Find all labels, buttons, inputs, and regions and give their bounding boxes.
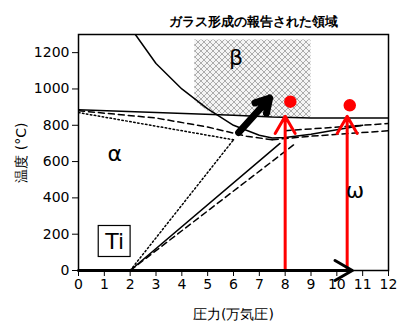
svg-text:β: β [229, 45, 243, 70]
svg-text:6: 6 [229, 276, 238, 292]
svg-text:9: 9 [307, 276, 316, 292]
svg-text:10: 10 [327, 276, 346, 293]
svg-text:800: 800 [43, 117, 70, 133]
svg-text:1200: 1200 [34, 44, 70, 60]
svg-text:3: 3 [152, 276, 161, 292]
svg-text:温度 (°C): 温度 (°C) [13, 122, 29, 182]
svg-text:ω: ω [346, 178, 364, 203]
svg-text:8: 8 [281, 276, 290, 292]
svg-text:1: 1 [100, 276, 109, 292]
svg-text:200: 200 [43, 226, 70, 242]
svg-text:0: 0 [61, 262, 70, 278]
svg-text:α: α [107, 141, 122, 166]
svg-text:11: 11 [354, 276, 372, 292]
svg-text:600: 600 [43, 153, 70, 169]
svg-text:Ti: Ti [104, 228, 124, 253]
svg-text:5: 5 [203, 276, 212, 292]
svg-text:ガラス形成の報告された領域: ガラス形成の報告された領域 [169, 14, 338, 29]
svg-text:2: 2 [126, 276, 135, 292]
svg-text:1000: 1000 [34, 80, 70, 96]
svg-text:圧力(万気圧): 圧力(万気圧) [193, 306, 274, 322]
svg-text:4: 4 [177, 276, 186, 292]
svg-text:0: 0 [74, 276, 83, 292]
svg-text:12: 12 [380, 276, 398, 292]
svg-text:7: 7 [255, 276, 264, 292]
svg-text:400: 400 [43, 189, 70, 205]
